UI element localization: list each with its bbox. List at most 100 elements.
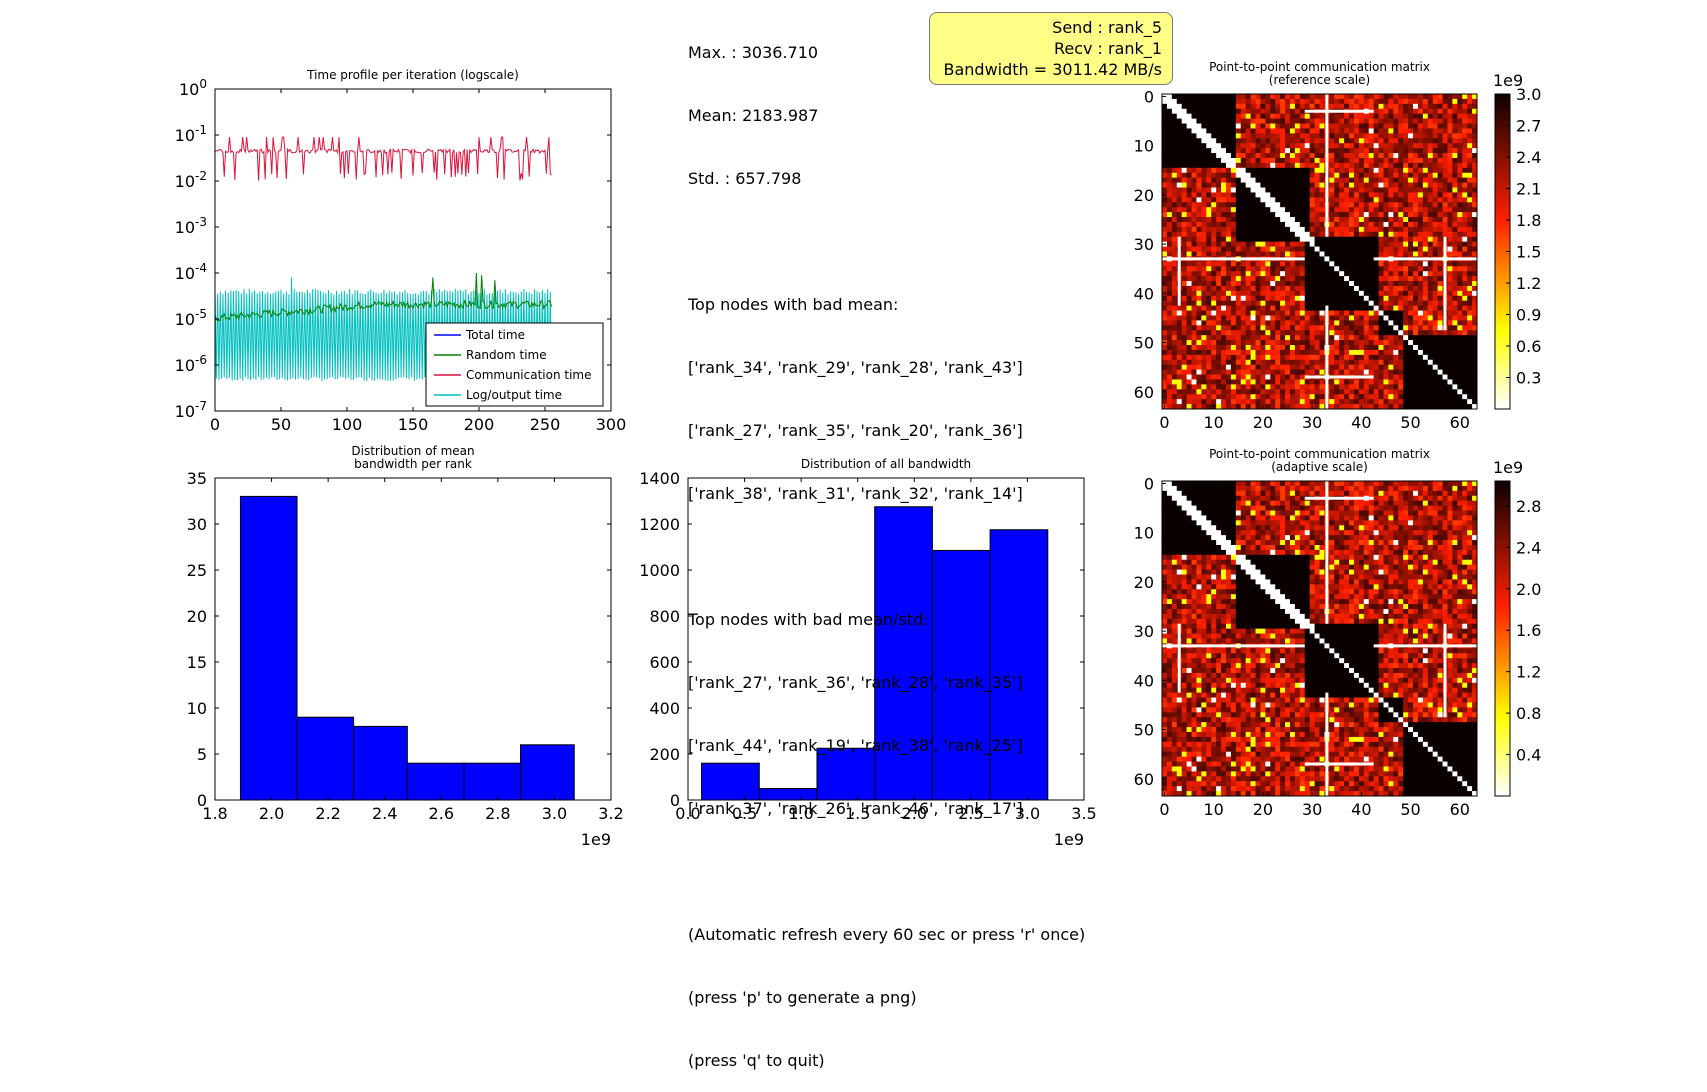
matrix-cell [1320,232,1325,237]
matrix-cell [1418,350,1423,355]
matrix-cell [1300,168,1305,173]
matrix-cell [1246,192,1251,197]
matrix-cell [1206,192,1211,197]
matrix-cell [1443,375,1448,380]
matrix-cell [1428,124,1433,129]
matrix-cell [1388,94,1393,99]
matrix-cell [1241,99,1246,104]
matrix-cell [1310,104,1315,109]
matrix-cell [1172,114,1177,119]
matrix-cell [1447,350,1452,355]
matrix-cell [1167,183,1172,188]
matrix-cell [1241,266,1246,271]
matrix-cell [1231,242,1236,247]
matrix-cell [1290,242,1295,247]
matrix-cell [1447,486,1452,491]
matrix-cell [1393,183,1398,188]
matrix-cell [1305,486,1310,491]
matrix-cell [1192,394,1197,399]
matrix-cell [1196,133,1201,138]
matrix-cell [1206,128,1211,133]
matrix-cell [1369,515,1374,520]
matrix-cell [1320,119,1325,124]
matrix-cell [1206,212,1211,217]
matrix-cell [1349,217,1354,222]
matrix-cell [1443,183,1448,188]
matrix-cell [1265,365,1270,370]
matrix-cell [1192,501,1197,506]
matrix-cell [1246,143,1251,148]
matrix-cell [1349,232,1354,237]
matrix-cell [1329,520,1334,525]
matrix-cell [1187,252,1192,257]
matrix-cell [1334,340,1339,345]
matrix-cell [1329,365,1334,370]
matrix-cell [1359,94,1364,99]
matrix-cell [1393,128,1398,133]
matrix-cell [1379,375,1384,380]
matrix-cell [1305,266,1310,271]
matrix-cell [1196,360,1201,365]
matrix-cell [1393,389,1398,394]
matrix-cell [1388,481,1393,486]
matrix-cell [1379,252,1384,257]
matrix-cell [1462,124,1467,129]
matrix-cell [1403,232,1408,237]
matrix-cell [1329,252,1334,257]
matrix-cell [1359,173,1364,178]
matrix-cell [1310,491,1315,496]
matrix-cell [1196,486,1201,491]
matrix-cell [1310,389,1315,394]
matrix-cell [1364,247,1369,252]
matrix-cell [1270,330,1275,335]
matrix-cell [1182,399,1187,404]
matrix-cell [1329,227,1334,232]
matrix-cell [1231,355,1236,360]
matrix-cell [1388,330,1393,335]
matrix-cell [1447,266,1452,271]
matrix-cell [1231,496,1236,501]
matrix-cell [1423,281,1428,286]
matrix-cell [1379,271,1384,276]
matrix-cell [1280,375,1285,380]
matrix-cell [1354,207,1359,212]
matrix-cell [1329,360,1334,365]
matrix-cell [1167,525,1172,530]
matrix-cell [1192,237,1197,242]
matrix-cell [1182,520,1187,525]
matrix-cell [1270,315,1275,320]
matrix-cell [1374,183,1379,188]
matrix-cell [1433,124,1438,129]
matrix-cell [1413,202,1418,207]
matrix-cell [1379,486,1384,491]
chart-title: Distribution of mean [351,444,474,458]
matrix-cell [1398,486,1403,491]
matrix-cell [1398,481,1403,486]
matrix-cell [1418,266,1423,271]
matrix-cell [1162,345,1167,350]
y-tick-label: 10-7 [175,399,207,421]
matrix-cell [1295,163,1300,168]
matrix-cell [1339,94,1344,99]
matrix-cell [1423,350,1428,355]
matrix-cell [1196,296,1201,301]
matrix-cell [1354,212,1359,217]
matrix-cell [1428,281,1433,286]
matrix-cell [1374,148,1379,153]
matrix-cell [1162,286,1167,291]
matrix-cell [1236,511,1241,516]
matrix-cell [1418,389,1423,394]
matrix-cell [1201,114,1206,119]
matrix-cell [1369,276,1374,281]
matrix-cell [1388,306,1393,311]
matrix-cell [1246,325,1251,330]
matrix-cell [1379,306,1384,311]
matrix-cell [1354,237,1359,242]
matrix-cell [1408,178,1413,183]
matrix-cell [1226,163,1231,168]
matrix-cell [1182,496,1187,501]
matrix-cell [1374,252,1379,257]
matrix-cell [1300,222,1305,227]
matrix-cell [1201,311,1206,316]
matrix-cell [1206,340,1211,345]
